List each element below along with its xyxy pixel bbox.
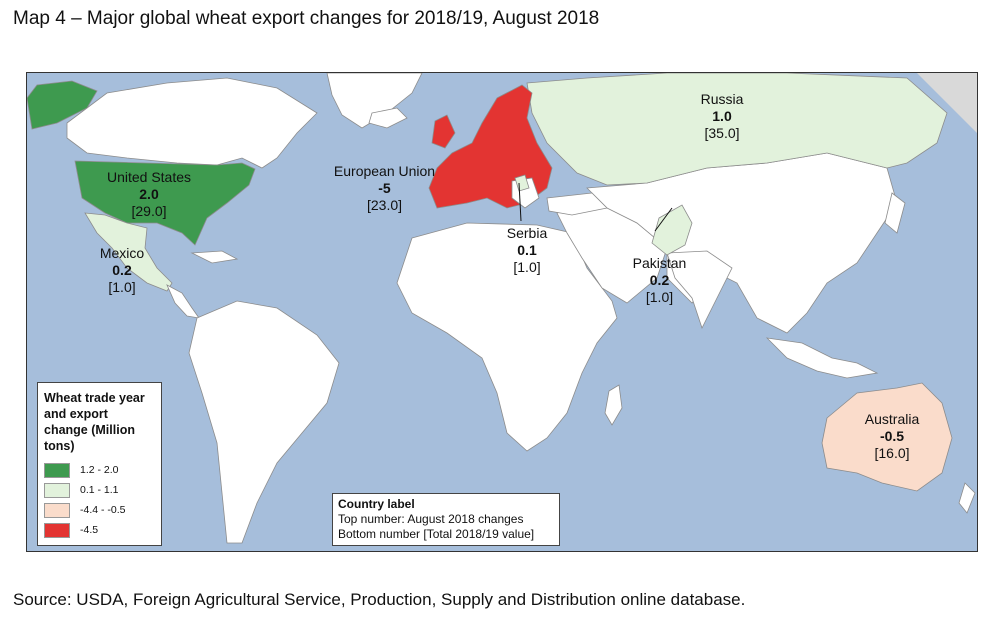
- legend-label: -4.5: [80, 524, 99, 536]
- world-map: United States 2.0 [29.0] Mexico 0.2 [1.0…: [26, 72, 978, 552]
- label-australia: Australia -0.5 [16.0]: [847, 411, 937, 462]
- source-note: Source: USDA, Foreign Agricultural Servi…: [13, 590, 746, 609]
- legend-swatch: [44, 462, 70, 478]
- uk-shape: [431, 114, 456, 149]
- iceland-shape: [368, 107, 408, 129]
- russia-shape: [526, 73, 948, 186]
- legend-item: 0.1 - 1.1: [44, 480, 155, 500]
- map-legend: Wheat trade year and export change (Mill…: [37, 382, 162, 546]
- legend-label: 1.2 - 2.0: [80, 464, 119, 476]
- country-change: 1.0: [712, 108, 732, 124]
- legend-label: -4.4 - -0.5: [80, 504, 126, 516]
- country-total: [23.0]: [366, 197, 403, 213]
- legend-title: Wheat trade year and export change (Mill…: [44, 391, 145, 453]
- label-serbia: Serbia 0.1 [1.0]: [492, 225, 562, 276]
- country-name: European Union: [333, 163, 436, 179]
- country-change: 0.1: [517, 242, 537, 258]
- map-title: Map 4 – Major global wheat export change…: [13, 8, 600, 29]
- country-name: Russia: [700, 91, 744, 107]
- new-zealand-shape: [958, 482, 976, 514]
- map-canvas: [27, 73, 977, 544]
- country-total: [35.0]: [704, 125, 740, 141]
- legend-label: 0.1 - 1.1: [80, 484, 119, 496]
- japan-shape: [884, 192, 906, 234]
- australia-shape: [821, 382, 953, 492]
- turkey-shape: [546, 192, 608, 216]
- legend-item: 1.2 - 2.0: [44, 460, 155, 480]
- country-label-key: Country label Top number: August 2018 ch…: [332, 493, 560, 546]
- country-name: Australia: [864, 411, 920, 427]
- country-change: 0.2: [112, 262, 132, 278]
- country-total: [1.0]: [645, 289, 674, 305]
- country-name: United States: [106, 169, 192, 185]
- south-america-shape: [188, 300, 340, 544]
- canada-shape: [66, 77, 318, 169]
- madagascar-shape: [604, 384, 623, 426]
- arctic-region: [917, 73, 977, 133]
- label-pakistan: Pakistan 0.2 [1.0]: [617, 255, 702, 306]
- country-total: [29.0]: [131, 203, 167, 219]
- country-total: [1.0]: [513, 259, 541, 275]
- country-name: Mexico: [99, 245, 145, 261]
- country-name: Serbia: [506, 225, 548, 241]
- usa-shape: [74, 160, 256, 246]
- country-total: [1.0]: [108, 279, 136, 295]
- southeast-asia-shape: [765, 337, 879, 379]
- label-european-union: European Union -5 [23.0]: [317, 163, 452, 214]
- label-key-line: Top number: August 2018 changes: [338, 512, 524, 526]
- country-name: Pakistan: [632, 255, 687, 271]
- legend-item: -4.4 - -0.5: [44, 500, 155, 520]
- label-key-title: Country label: [338, 497, 415, 511]
- country-change: 2.0: [139, 186, 159, 202]
- country-change: 0.2: [649, 272, 670, 288]
- label-united-states: United States 2.0 [29.0]: [89, 169, 209, 220]
- country-change: -0.5: [879, 428, 905, 444]
- legend-item: -4.5: [44, 520, 155, 540]
- serbia-shape: [514, 174, 530, 192]
- label-russia: Russia 1.0 [35.0]: [677, 91, 767, 142]
- alaska-shape: [27, 80, 98, 130]
- pakistan-leader-line: [654, 207, 673, 232]
- central-america-shape: [166, 284, 200, 319]
- legend-swatch: [44, 522, 70, 538]
- pakistan-shape: [651, 204, 693, 256]
- india-shape: [666, 250, 733, 330]
- cuba-shape: [190, 250, 239, 264]
- serbia-leader-line: [518, 182, 522, 222]
- country-total: [16.0]: [874, 445, 910, 461]
- mexico-shape: [84, 212, 173, 292]
- legend-swatch: [44, 482, 70, 498]
- legend-swatch: [44, 502, 70, 518]
- label-mexico: Mexico 0.2 [1.0]: [87, 245, 157, 296]
- label-key-line: Bottom number [Total 2018/19 value]: [338, 527, 535, 541]
- country-change: -5: [378, 180, 391, 196]
